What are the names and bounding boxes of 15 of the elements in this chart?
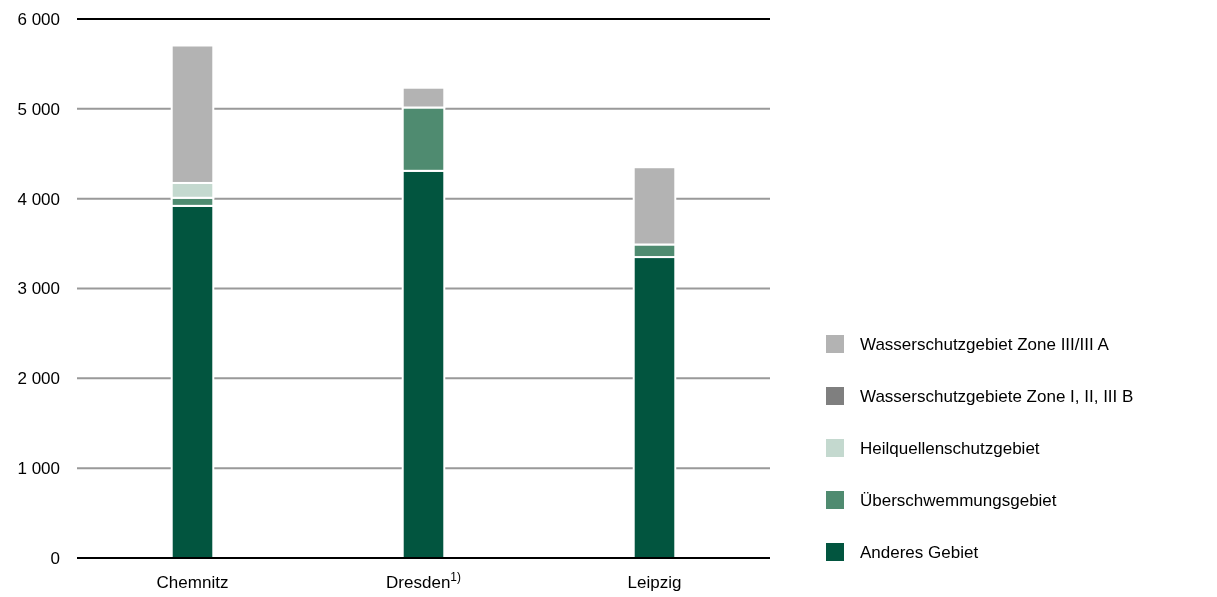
y-tick-label: 6 000 <box>17 9 60 29</box>
legend-label: Anderes Gebiet <box>860 542 979 562</box>
x-tick-label: Chemnitz <box>156 573 229 592</box>
legend-label: Überschwemmungsgebiet <box>860 490 1057 510</box>
legend-label: Wasserschutzgebiet Zone III/III A <box>860 334 1110 354</box>
y-tick-label: 3 000 <box>17 279 60 299</box>
y-tick-label: 5 000 <box>17 99 60 119</box>
y-tick-label: 0 <box>50 548 60 568</box>
legend-label: Wasserschutzgebiete Zone I, II, III B <box>860 386 1134 406</box>
x-tick-label: Dresden$^{1)}$ <box>386 570 461 592</box>
y-tick-label: 2 000 <box>17 369 60 389</box>
legend-label: Heilquellenschutzgebiet <box>860 438 1040 458</box>
y-tick-label: 4 000 <box>17 189 60 209</box>
y-tick-label: 1 000 <box>17 459 60 479</box>
x-tick-label: Leipzig <box>627 573 682 592</box>
